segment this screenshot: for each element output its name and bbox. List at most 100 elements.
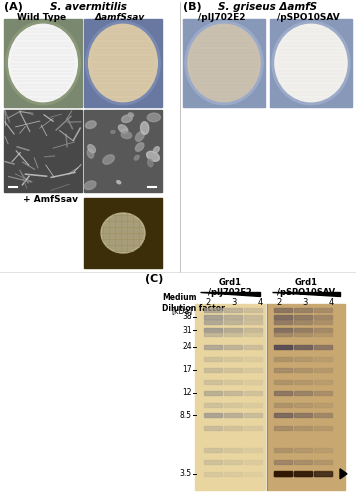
FancyBboxPatch shape bbox=[244, 390, 262, 394]
FancyBboxPatch shape bbox=[244, 472, 262, 476]
Ellipse shape bbox=[185, 22, 263, 104]
Text: 3: 3 bbox=[302, 298, 308, 307]
Ellipse shape bbox=[101, 213, 145, 253]
FancyBboxPatch shape bbox=[224, 448, 242, 452]
FancyBboxPatch shape bbox=[294, 448, 312, 452]
Text: 12: 12 bbox=[183, 388, 192, 397]
Text: 3: 3 bbox=[231, 298, 237, 307]
FancyBboxPatch shape bbox=[314, 345, 332, 349]
Text: (C): (C) bbox=[145, 274, 163, 284]
FancyBboxPatch shape bbox=[274, 357, 292, 361]
FancyBboxPatch shape bbox=[244, 357, 262, 361]
FancyBboxPatch shape bbox=[244, 332, 262, 336]
FancyBboxPatch shape bbox=[224, 314, 242, 318]
FancyBboxPatch shape bbox=[204, 308, 222, 312]
Text: 2: 2 bbox=[276, 298, 282, 307]
Ellipse shape bbox=[147, 152, 159, 162]
FancyBboxPatch shape bbox=[294, 472, 312, 476]
FancyBboxPatch shape bbox=[224, 308, 242, 312]
FancyBboxPatch shape bbox=[204, 345, 222, 349]
Ellipse shape bbox=[275, 24, 347, 102]
FancyBboxPatch shape bbox=[314, 472, 332, 476]
FancyBboxPatch shape bbox=[294, 345, 312, 349]
FancyBboxPatch shape bbox=[294, 320, 312, 324]
FancyBboxPatch shape bbox=[274, 472, 292, 476]
Ellipse shape bbox=[89, 24, 157, 102]
FancyBboxPatch shape bbox=[183, 19, 265, 107]
Text: 8.5: 8.5 bbox=[180, 411, 192, 420]
FancyBboxPatch shape bbox=[4, 19, 82, 107]
FancyBboxPatch shape bbox=[294, 328, 312, 332]
FancyBboxPatch shape bbox=[224, 357, 242, 361]
FancyBboxPatch shape bbox=[294, 308, 312, 312]
FancyBboxPatch shape bbox=[314, 314, 332, 318]
Ellipse shape bbox=[134, 156, 139, 160]
Ellipse shape bbox=[272, 22, 350, 104]
Text: + AmfSsav: + AmfSsav bbox=[23, 195, 78, 204]
Ellipse shape bbox=[117, 180, 121, 184]
FancyBboxPatch shape bbox=[244, 308, 262, 312]
FancyBboxPatch shape bbox=[244, 380, 262, 384]
Text: Medium
Dilution factor: Medium Dilution factor bbox=[162, 293, 225, 313]
FancyBboxPatch shape bbox=[84, 110, 162, 192]
FancyBboxPatch shape bbox=[294, 314, 312, 318]
FancyBboxPatch shape bbox=[314, 320, 332, 324]
FancyBboxPatch shape bbox=[204, 460, 222, 464]
Ellipse shape bbox=[121, 129, 127, 133]
FancyBboxPatch shape bbox=[224, 332, 242, 336]
FancyBboxPatch shape bbox=[244, 402, 262, 406]
FancyBboxPatch shape bbox=[244, 368, 262, 372]
FancyBboxPatch shape bbox=[224, 390, 242, 394]
FancyBboxPatch shape bbox=[244, 320, 262, 324]
Ellipse shape bbox=[85, 121, 96, 128]
FancyBboxPatch shape bbox=[274, 448, 292, 452]
FancyBboxPatch shape bbox=[224, 368, 242, 372]
FancyBboxPatch shape bbox=[314, 357, 332, 361]
FancyBboxPatch shape bbox=[314, 368, 332, 372]
FancyBboxPatch shape bbox=[274, 380, 292, 384]
FancyBboxPatch shape bbox=[274, 345, 292, 349]
FancyBboxPatch shape bbox=[244, 448, 262, 452]
Polygon shape bbox=[272, 292, 340, 296]
FancyBboxPatch shape bbox=[204, 320, 222, 324]
Text: Wild Type: Wild Type bbox=[17, 13, 67, 22]
FancyBboxPatch shape bbox=[274, 402, 292, 406]
FancyBboxPatch shape bbox=[274, 426, 292, 430]
FancyBboxPatch shape bbox=[204, 332, 222, 336]
Text: 2: 2 bbox=[205, 298, 211, 307]
FancyBboxPatch shape bbox=[294, 414, 312, 418]
Text: [kDa]: [kDa] bbox=[171, 306, 192, 315]
FancyBboxPatch shape bbox=[294, 472, 312, 476]
FancyBboxPatch shape bbox=[274, 314, 292, 318]
Ellipse shape bbox=[86, 22, 160, 104]
FancyBboxPatch shape bbox=[274, 328, 292, 332]
FancyBboxPatch shape bbox=[294, 426, 312, 430]
Text: (B): (B) bbox=[183, 2, 201, 12]
FancyBboxPatch shape bbox=[244, 426, 262, 430]
Text: 3.5: 3.5 bbox=[180, 470, 192, 478]
FancyBboxPatch shape bbox=[314, 414, 332, 418]
Ellipse shape bbox=[103, 155, 114, 164]
FancyBboxPatch shape bbox=[204, 472, 222, 476]
Text: 31: 31 bbox=[182, 326, 192, 334]
Text: /pIJ702E2: /pIJ702E2 bbox=[198, 13, 246, 22]
FancyBboxPatch shape bbox=[204, 448, 222, 452]
FancyBboxPatch shape bbox=[4, 110, 82, 192]
FancyBboxPatch shape bbox=[204, 380, 222, 384]
FancyBboxPatch shape bbox=[314, 332, 332, 336]
Text: 4: 4 bbox=[328, 298, 334, 307]
Ellipse shape bbox=[136, 132, 144, 141]
FancyBboxPatch shape bbox=[314, 380, 332, 384]
FancyBboxPatch shape bbox=[204, 328, 222, 332]
Ellipse shape bbox=[122, 115, 132, 122]
FancyBboxPatch shape bbox=[224, 345, 242, 349]
FancyBboxPatch shape bbox=[224, 426, 242, 430]
FancyBboxPatch shape bbox=[244, 460, 262, 464]
FancyBboxPatch shape bbox=[274, 308, 292, 312]
Ellipse shape bbox=[119, 125, 128, 133]
FancyBboxPatch shape bbox=[224, 328, 242, 332]
FancyBboxPatch shape bbox=[270, 19, 352, 107]
FancyBboxPatch shape bbox=[274, 320, 292, 324]
FancyBboxPatch shape bbox=[294, 380, 312, 384]
Text: 24: 24 bbox=[182, 342, 192, 351]
